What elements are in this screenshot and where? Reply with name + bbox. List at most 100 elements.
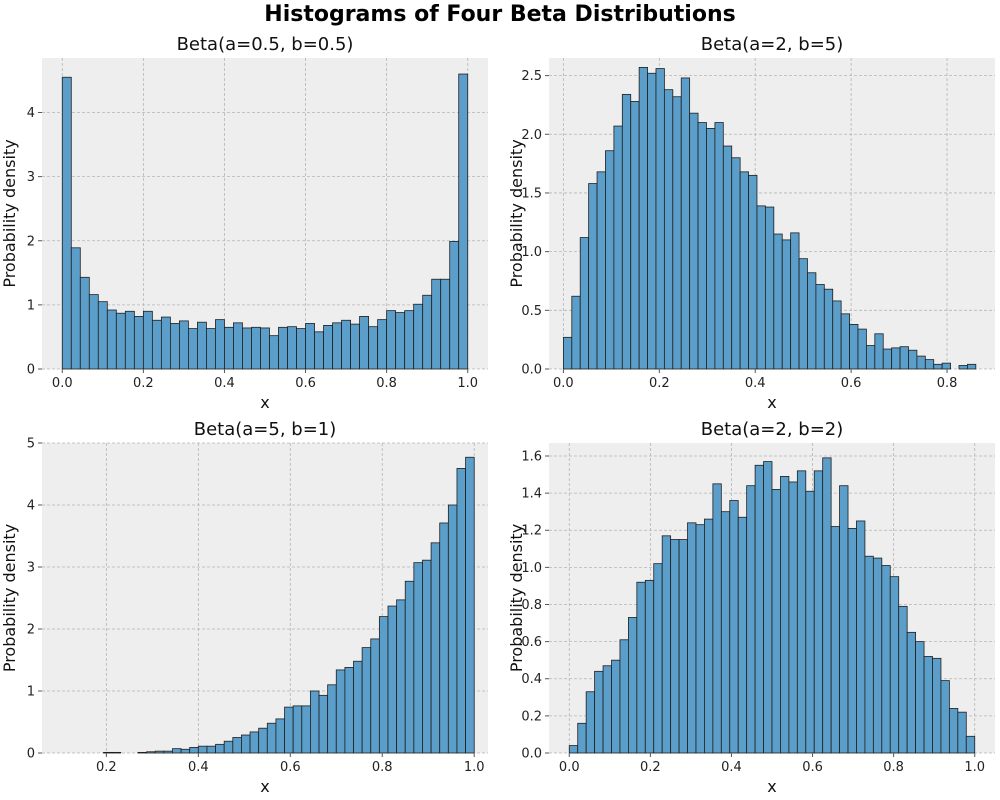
histogram-bar [106,309,117,370]
histogram-bar [327,684,337,754]
histogram-bar [160,316,171,370]
histogram-bar [335,669,346,754]
histogram-bar [585,691,596,754]
histogram-bar [899,346,909,370]
x-tick-label: 0.0 [553,376,574,391]
histogram-bar [881,565,891,754]
histogram-bar [636,581,646,754]
histogram-bar [898,605,908,754]
histogram-bar [908,349,918,370]
histogram-bar [941,362,951,370]
histogram-bar [396,599,406,754]
x-tick-label: 0.4 [721,760,742,775]
histogram-bar [310,690,320,754]
histogram-bar [714,122,724,370]
y-tick-label: 1.6 [521,449,542,464]
histogram-bar [562,336,573,370]
y-axis-label: Probability density [507,139,526,287]
histogram-bar [915,641,925,754]
histogram-bar [891,347,901,370]
x-tick-label: 0.2 [649,376,670,391]
y-tick-label: 0.2 [521,709,542,724]
chart-panel-1: 0.0 0.2 0.4 0.6 0.8 1.0 0 1 2 3 4 Beta(a=0.5, b=0.5… [0,34,488,412]
histogram-bar [695,524,705,754]
histogram-bar [823,288,834,370]
histogram-bar [223,740,234,754]
histogram-bar [857,328,867,370]
histogram-bar [137,751,148,754]
histogram-bar [422,559,432,754]
histogram-bar [630,101,640,370]
chart-title: Beta(a=0.5, b=0.5) [177,34,354,55]
histogram-bar [368,326,379,370]
y-tick-label: 1.0 [521,245,542,260]
histogram-bar [628,617,638,754]
y-tick-label: 2 [27,234,35,249]
histogram-bar [764,206,775,370]
histogram-bar [404,310,415,370]
histogram-bar [647,72,657,370]
chart-title: Beta(a=2, b=5) [701,34,844,55]
figure-title: Histograms of Four Beta Distributions [264,2,736,27]
histogram-bar [458,73,469,370]
histogram-bar [133,316,144,370]
x-tick-label: 0.4 [214,376,235,391]
histogram-bar [621,93,632,370]
x-tick-label: 0.8 [937,376,958,391]
histogram-bar [773,233,783,370]
y-tick-label: 0.4 [521,672,542,687]
y-axis-label: Probability density [0,139,19,287]
x-tick-label: 0.6 [802,760,823,775]
histogram-bar [655,68,665,370]
chart-panel-4: 0.0 0.2 0.4 0.6 0.8 1.0 0.0 0.2 0.4 0.6 0.8 1.0 1.2 1… [507,419,995,796]
histogram-bar [653,563,663,754]
y-tick-label: 3 [27,170,35,185]
histogram-bar [872,557,883,754]
histogram-bar [594,670,604,754]
histogram-bar [189,747,199,754]
histogram-bar [704,518,714,754]
histogram-bar [318,694,329,754]
histogram-bar [350,323,361,370]
histogram-bar [447,504,458,754]
histogram-bar [260,327,270,370]
histogram-bar [613,125,623,370]
histogram-bar [440,278,451,370]
histogram-bar [439,522,449,754]
histogram-bar [215,743,225,754]
histogram-bar [249,731,260,754]
histogram-bar [906,631,916,754]
histogram-bar [790,232,800,370]
histogram-bar [670,539,680,754]
histogram-bar [180,748,191,754]
histogram-bar [832,300,842,370]
histogram-bar [763,461,773,754]
histogram-bar [332,322,342,370]
x-axis-label: x [260,777,269,796]
histogram-bar [805,490,815,754]
x-tick-label: 0.0 [559,760,580,775]
histogram-bar [233,322,243,370]
histogram-bar [61,76,72,370]
histogram-bar [275,718,285,754]
histogram-bar [661,535,672,754]
histogram-bar [169,323,180,370]
y-tick-label: 1.0 [521,561,542,576]
histogram-bar [431,278,442,370]
y-tick-label: 0.0 [521,363,542,378]
histogram-bar [353,660,363,754]
histogram-bar [865,345,876,370]
histogram-bar [689,112,699,370]
histogram-bar [395,312,406,370]
histogram-bar [387,605,398,754]
histogram-bar [815,284,825,370]
x-tick-label: 0.6 [295,376,316,391]
x-tick-label: 0.8 [372,760,393,775]
x-tick-label: 0.6 [280,760,301,775]
histogram-bar [206,745,216,754]
histogram-bar [916,355,926,370]
histogram-bar [344,667,354,754]
y-tick-label: 1 [27,685,35,700]
histogram-bar [284,706,294,754]
